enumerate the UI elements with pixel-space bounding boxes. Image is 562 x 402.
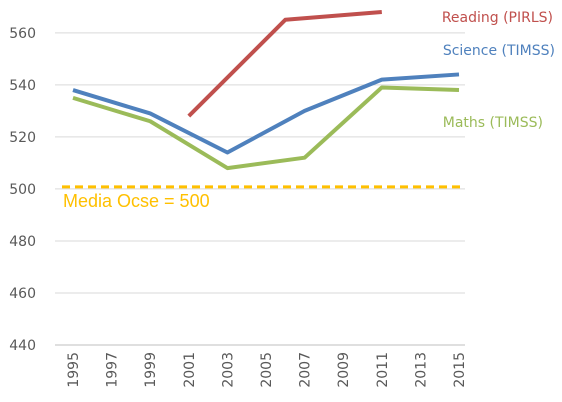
series-line-reading-pirls	[187, 10, 382, 118]
x-tick-label-1997: 1997	[105, 352, 121, 388]
y-axis-ticks: 440 460 480 500 520 540 560	[9, 26, 36, 354]
series-line-maths-timss	[72, 85, 460, 171]
series-label-science: Science (TIMSS)	[443, 43, 555, 59]
x-tick-label-2001: 2001	[182, 352, 198, 388]
y-tick-label-500: 500	[9, 182, 36, 198]
series-line-science-timss	[72, 72, 460, 155]
x-tick-label-2009: 2009	[336, 352, 352, 388]
series-label-maths: Maths (TIMSS)	[443, 115, 543, 131]
y-tick-label-480: 480	[9, 234, 36, 250]
y-tick-label-560: 560	[9, 26, 36, 42]
y-tick-label-520: 520	[9, 130, 36, 146]
x-tick-label-1999: 1999	[143, 352, 159, 388]
reference-line-label: Media Ocse = 500	[63, 191, 210, 211]
x-tick-label-1995: 1995	[66, 352, 82, 388]
x-tick-label-2003: 2003	[220, 352, 236, 388]
x-axis-ticks: 1995 1997 1999 2001 2003 2005 2007 2009 2011 2013…	[66, 352, 468, 388]
y-tick-label-540: 540	[9, 78, 36, 94]
x-tick-label-2013: 2013	[413, 352, 429, 388]
x-tick-label-2011: 2011	[375, 352, 391, 388]
series-lines	[72, 10, 460, 171]
y-tick-label-460: 460	[9, 286, 36, 302]
series-label-reading: Reading (PIRLS)	[442, 10, 553, 26]
x-tick-label-2005: 2005	[259, 352, 275, 388]
x-tick-label-2007: 2007	[298, 352, 314, 388]
y-tick-label-440: 440	[9, 338, 36, 354]
x-tick-label-2015: 2015	[452, 352, 468, 388]
